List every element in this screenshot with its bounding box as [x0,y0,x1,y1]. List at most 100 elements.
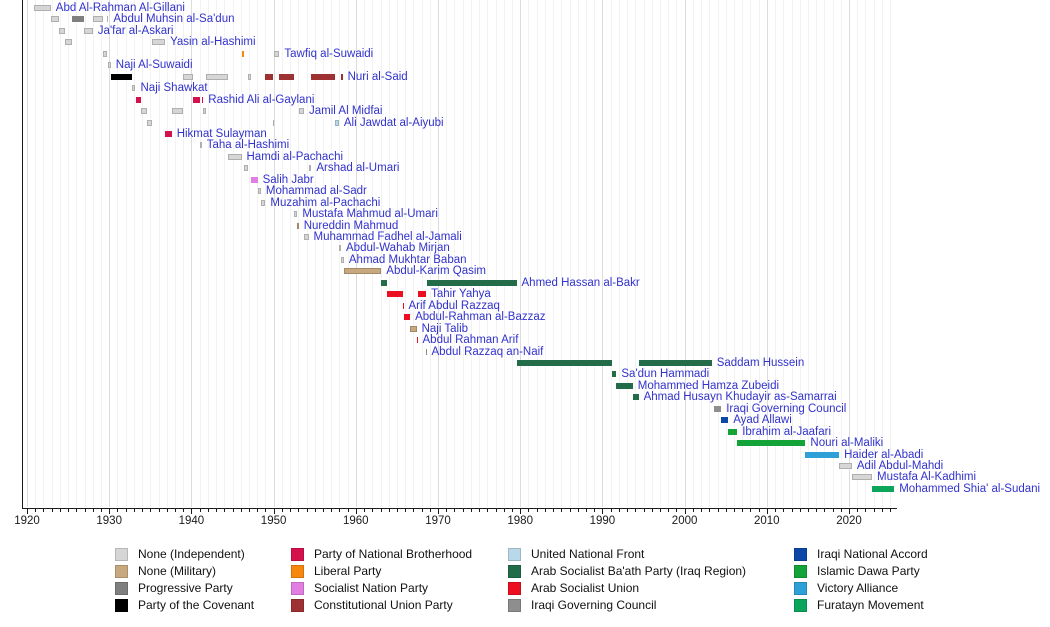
pm-name-label[interactable]: Nouri al-Maliki [810,437,884,450]
axis-tick-label-1990: 1990 [589,515,616,527]
pm-name-label[interactable]: Naji Al-Suwaidi [115,59,193,72]
gridline-1955 [314,0,316,507]
tick-1933 [133,509,135,512]
pm-name-label[interactable]: Rashid Ali al-Gaylani [208,93,315,106]
pm-name-label[interactable]: Arif Abdul Razzaq [408,299,500,312]
gridline-1962 [372,0,374,507]
y-axis-line [22,0,23,509]
pm-name-label[interactable]: Salih Jabr [262,173,314,186]
axis-tick-label-2000: 2000 [671,515,698,527]
pm-name-label[interactable]: Mustafa Mahmud al-Umari [302,208,438,221]
gridline-2018 [832,0,834,507]
pm-name-label[interactable]: Abdul-Karim Qasim [386,265,486,278]
tick-1971 [446,509,448,512]
axis-tick-label-1930: 1930 [96,515,122,527]
pm-name-label[interactable]: Ibrahim al-Jaafari [742,425,832,438]
pm-name-label[interactable]: Ahmad Husayn Khudayir as-Samarrai [643,391,837,404]
timeline-bar [417,291,427,298]
tick-2015 [807,509,809,512]
gridline-1943 [216,0,218,507]
gridline-1965 [396,0,398,507]
pm-name-label[interactable]: Ja'far al-Askari [97,24,174,37]
pm-name-label[interactable]: Nureddin Mahmud [303,219,399,232]
tick-1941 [199,509,201,512]
pm-name-label[interactable]: Saddam Hussein [716,356,805,369]
tick-1960 [355,509,357,514]
tick-1948 [257,509,259,512]
tick-2004 [717,509,719,512]
pm-name-label[interactable]: Tahir Yahya [431,288,491,301]
pm-name-label[interactable]: Naji Shawkat [140,82,208,95]
gridline-1926 [76,0,78,507]
pm-name-label[interactable]: Mustafa Al-Kadhimi [877,471,977,484]
legend-label-ina: Iraqi National Accord [817,547,928,561]
pm-name-label[interactable]: Abd Al-Rahman Al-Gillani [55,2,185,14]
tick-2017 [824,509,826,512]
pm-name-label[interactable]: Ahmed Hassan al-Bakr [521,276,640,289]
pm-name-label[interactable]: Adil Abdul-Mahdi [856,460,944,472]
timeline-bar [147,119,152,126]
pm-name-label[interactable]: Iraqi Governing Council [726,402,847,415]
x-axis-line [22,508,897,509]
timeline-bar [140,108,147,114]
tick-1998 [668,509,670,512]
tick-1984 [553,509,555,512]
tick-1921 [35,509,37,512]
pm-name-label[interactable]: Ali Jawdat al-Aiyubi [343,116,444,129]
pm-name-label[interactable]: Ahmad Mukhtar Baban [348,253,467,266]
pm-name-label[interactable]: Mohammed Shia' al-Sudani [899,482,1041,495]
legend-swatch-baath [508,565,521,578]
timeline-bar [151,39,166,46]
tick-1969 [429,509,431,512]
pm-name-label[interactable]: Tawfiq al-Suwaidi [284,47,374,60]
legend-label-unf: United National Front [531,547,645,561]
gridline-1990 [602,0,604,507]
gridline-1959 [347,0,349,507]
tick-1993 [627,509,629,512]
pm-name-label[interactable]: Abdul Razzaq an-Naif [431,345,544,358]
timeline-bar [381,279,388,286]
pm-name-label[interactable]: Jamil Al Midfai [309,105,383,117]
pm-name-label[interactable]: Abdul-Wahab Mirjan [346,242,450,255]
pm-name-label[interactable]: Taha al-Hashimi [206,139,290,152]
gridline-1939 [183,0,185,507]
pm-name-label[interactable]: Naji Talib [421,322,469,335]
gridline-1969 [429,0,431,507]
pm-name-label[interactable]: Mohammed Hamza Zubeidi [637,379,780,392]
pm-name-label[interactable]: Nuri al-Said [347,70,408,83]
pm-name-label[interactable]: Hikmat Sulayman [176,127,267,140]
pm-name-label[interactable]: Mohammad al-Sadr [265,185,367,198]
gridline-1989 [594,0,596,507]
gridline-1997 [659,0,661,507]
gridline-1980 [520,0,522,507]
pm-name-label[interactable]: Ayad Allawi [733,414,792,427]
timeline-bar [244,165,248,172]
pm-name-label[interactable]: Arshad al-Umari [316,162,400,175]
tick-2021 [857,509,859,512]
pm-name-label[interactable]: Hamdi al-Pachachi [246,150,344,163]
tick-1930 [109,509,111,514]
pm-name-label[interactable]: Abdul Muhsin al-Sa'dun [113,13,235,26]
tick-1953 [298,509,300,512]
timeline-bar [851,474,872,481]
gridline-1931 [117,0,119,507]
tick-1922 [43,509,45,512]
tick-1949 [265,509,267,512]
legend-label-progressive: Progressive Party [138,581,233,595]
tick-1977 [495,509,497,512]
tick-2000 [684,509,686,514]
legend-label-asu: Arab Socialist Union [531,581,640,595]
timeline-bar [265,73,273,80]
pm-name-label[interactable]: Sa'dun Hammadi [621,368,710,381]
gridline-1960 [355,0,357,507]
pm-name-label[interactable]: Muhammad Fadhel al-Jamali [313,231,462,243]
pm-name-label[interactable]: Abdul-Rahman al-Bazzaz [415,311,546,324]
pm-name-label[interactable]: Muzahim al-Pachachi [270,196,381,209]
legend-swatch-progressive [115,582,128,595]
timeline-bar [200,142,202,149]
pm-name-label[interactable]: Yasin al-Hashimi [170,36,256,49]
pm-name-label[interactable]: Abdul Rahman Arif [422,334,519,346]
pm-name-label[interactable]: Haider al-Abadi [844,448,924,461]
timeline-bar [92,16,104,23]
timeline-bar [839,463,852,469]
